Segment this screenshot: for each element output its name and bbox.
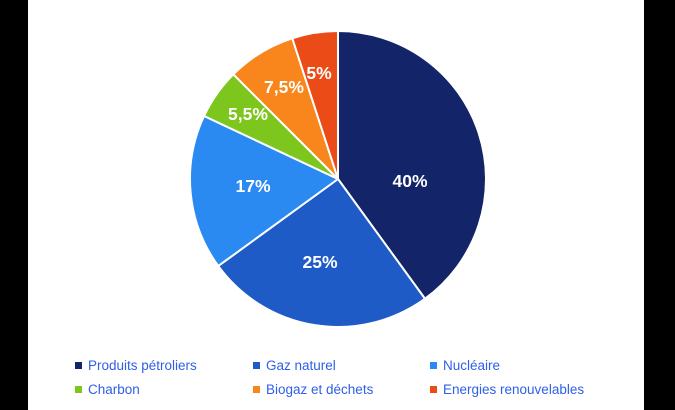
slice-value-label-gaz-naturel: 25% xyxy=(302,252,337,272)
legend-item-nucleaire: Nucléaire xyxy=(430,358,584,373)
pie-chart: 40% 25% 17% 5,5% 7,5%5% xyxy=(189,30,487,328)
slice-value-label-nucleaire: 17% xyxy=(235,176,270,196)
slice-value-label-energies-renouvelables: 5% xyxy=(306,63,332,83)
pie-slice-nucleaire xyxy=(189,114,339,267)
legend-label: Gaz naturel xyxy=(266,358,336,373)
chart-canvas: 40% 25% 17% 5,5% 7,5% 5% Produits pétroliers G… xyxy=(28,0,644,410)
letterbox-right-bar xyxy=(644,0,675,410)
legend-label: Nucléaire xyxy=(443,358,501,373)
pie-slice-produits-petroliers xyxy=(337,30,487,300)
legend-marker-icon xyxy=(430,362,437,369)
legend-marker-icon xyxy=(253,362,260,369)
legend-item-charbon: Charbon xyxy=(75,382,253,397)
letterbox-left-bar xyxy=(0,0,28,410)
legend-marker-icon xyxy=(253,386,260,393)
slice-value-label-produits-petroliers: 40% xyxy=(392,171,427,191)
slice-value-label-biogaz-et-dechets: 7,5% xyxy=(264,77,304,97)
legend-item-produits-petroliers: Produits pétroliers xyxy=(75,358,253,373)
pie-slice-energies-renouvelables xyxy=(291,30,339,180)
legend-marker-icon xyxy=(75,362,82,369)
legend-label: Produits pétroliers xyxy=(88,358,197,373)
legend-item-biogaz-et-dechets: Biogaz et déchets xyxy=(253,382,430,397)
legend-item-energies-renouvelables: Energies renouvelables xyxy=(430,382,584,397)
legend-marker-icon xyxy=(75,386,82,393)
slice-value-label-charbon: 5,5% xyxy=(228,104,268,124)
legend-marker-icon xyxy=(430,386,437,393)
legend-label: Charbon xyxy=(88,382,140,397)
legend-item-gaz-naturel: Gaz naturel xyxy=(253,358,430,373)
legend-label: Energies renouvelables xyxy=(443,382,585,397)
chart-legend: Produits pétroliers Gaz naturel Nucléaire C… xyxy=(75,358,584,397)
pie-slice-gaz-naturel xyxy=(217,178,426,328)
legend-label: Biogaz et déchets xyxy=(266,382,374,397)
